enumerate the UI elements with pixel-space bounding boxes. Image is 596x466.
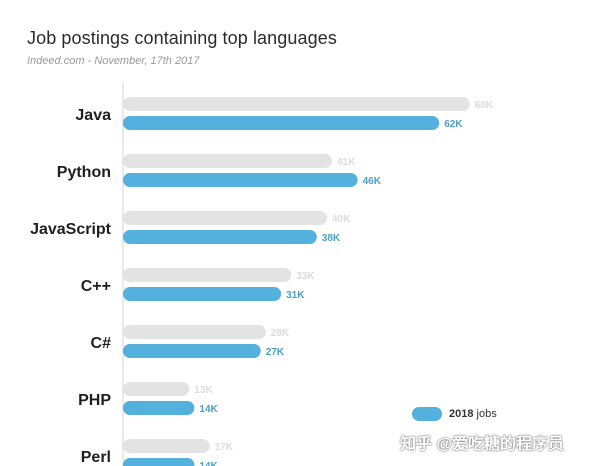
value-label-old-php: 13K	[194, 385, 213, 396]
bar-new-python	[123, 173, 358, 187]
value-label-old-c-: 28K	[271, 328, 290, 339]
value-label-new-java: 62K	[444, 119, 463, 130]
value-label-new-python: 46K	[363, 176, 382, 187]
category-label-c-: C++	[81, 278, 111, 295]
watermark: 知乎 @爱吃糖的程序员	[400, 436, 565, 453]
value-label-old-javascript: 40K	[332, 214, 351, 225]
value-label-old-python: 41K	[337, 157, 356, 168]
category-label-perl: Perl	[81, 449, 111, 466]
category-label-java: Java	[75, 107, 111, 124]
bar-new-java	[123, 116, 440, 130]
value-label-old-c-: 33K	[296, 271, 315, 282]
value-label-old-perl: 17K	[215, 442, 234, 453]
bar-old-javascript	[123, 211, 327, 225]
value-label-old-java: 68K	[475, 100, 494, 111]
value-label-new-perl: 14K	[199, 461, 218, 466]
chart-title: Job postings containing top languages	[27, 28, 337, 48]
bar-new-c-	[123, 344, 261, 358]
bar-old-java	[123, 97, 470, 111]
bar-new-javascript	[123, 230, 317, 244]
bar-old-php	[123, 382, 190, 396]
bar-old-python	[123, 154, 333, 168]
category-label-c-: C#	[91, 335, 112, 352]
value-label-new-php: 14K	[199, 404, 218, 415]
value-label-new-javascript: 38K	[322, 233, 341, 244]
value-label-new-c-: 27K	[266, 347, 285, 358]
category-label-python: Python	[57, 164, 111, 181]
bar-old-perl	[123, 439, 210, 453]
bar-old-c-	[123, 268, 292, 282]
bar-old-c-	[123, 325, 266, 339]
bar-new-php	[123, 401, 195, 415]
category-label-javascript: JavaScript	[30, 221, 112, 238]
bar-new-perl	[123, 458, 195, 466]
chart-subtitle: Indeed.com - November, 17th 2017	[27, 55, 200, 67]
category-label-php: PHP	[78, 392, 111, 409]
bar-new-c-	[123, 287, 282, 301]
legend-label: 2018 jobs	[449, 408, 497, 420]
legend-swatch-2018	[412, 407, 442, 421]
value-label-new-c-: 31K	[286, 290, 305, 301]
